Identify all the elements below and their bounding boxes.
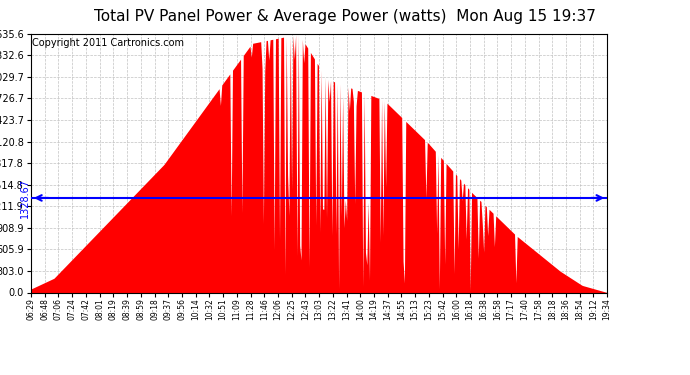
Text: Copyright 2011 Cartronics.com: Copyright 2011 Cartronics.com: [32, 38, 184, 48]
Text: Total PV Panel Power & Average Power (watts)  Mon Aug 15 19:37: Total PV Panel Power & Average Power (wa…: [94, 9, 596, 24]
